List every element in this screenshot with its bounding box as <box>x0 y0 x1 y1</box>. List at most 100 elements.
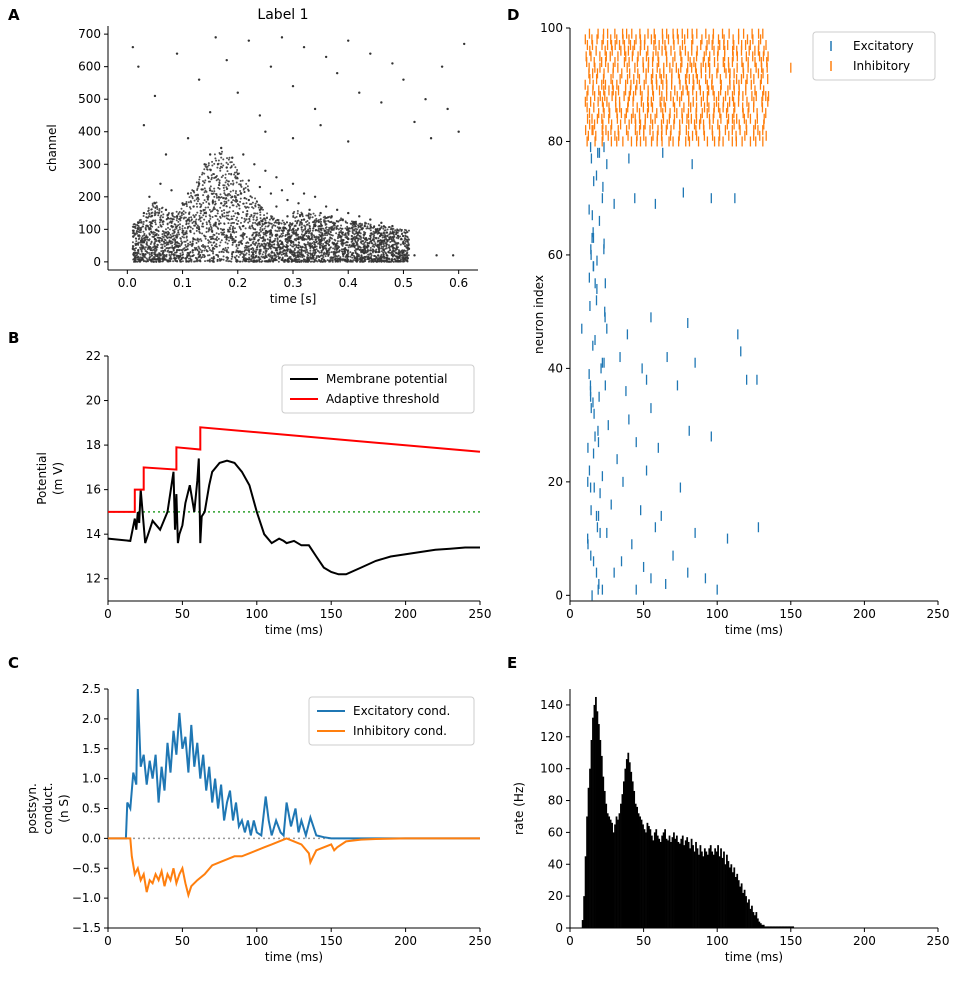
scatter-point <box>248 253 251 256</box>
scatter-point <box>298 248 301 251</box>
scatter-point <box>263 214 266 217</box>
x-tick-label-c: 100 <box>245 934 268 948</box>
scatter-point <box>235 181 238 184</box>
scatter-point <box>347 233 350 236</box>
scatter-point <box>244 253 247 256</box>
scatter-point <box>144 253 147 256</box>
scatter-point <box>264 169 267 172</box>
scatter-point <box>276 241 279 244</box>
scatter-point <box>324 244 327 247</box>
scatter-point <box>249 227 252 230</box>
scatter-point <box>352 220 355 223</box>
scatter-point <box>205 223 208 226</box>
scatter-point <box>141 235 144 238</box>
scatter-point <box>241 235 244 238</box>
scatter-point <box>395 252 398 255</box>
scatter-point <box>399 235 402 238</box>
scatter-point <box>369 234 372 237</box>
scatter-point <box>180 214 183 217</box>
scatter-point <box>230 257 233 260</box>
scatter-point <box>265 229 268 232</box>
scatter-point <box>317 227 320 230</box>
scatter-point <box>295 258 298 261</box>
scatter-point <box>359 224 362 227</box>
scatter-point <box>234 192 237 195</box>
scatter-point <box>194 260 197 263</box>
scatter-point <box>380 247 383 250</box>
scatter-point <box>312 212 315 215</box>
scatter-point <box>185 201 188 204</box>
scatter-point <box>345 248 348 251</box>
scatter-point <box>223 228 226 231</box>
scatter-point <box>269 247 272 250</box>
scatter-point <box>151 214 154 217</box>
scatter-point <box>201 256 204 259</box>
scatter-point <box>196 200 199 203</box>
scatter-point <box>194 256 197 259</box>
scatter-point <box>288 228 291 231</box>
scatter-point <box>232 199 235 202</box>
scatter-point <box>281 219 284 222</box>
scatter-point <box>145 224 148 227</box>
y-axis-label-e: rate (Hz) <box>512 782 526 835</box>
scatter-point <box>142 211 146 215</box>
scatter-point <box>257 206 260 209</box>
scatter-point <box>344 227 347 230</box>
scatter-point <box>251 196 254 199</box>
scatter-point <box>220 162 223 165</box>
scatter-point <box>358 245 361 248</box>
scatter-point <box>150 208 153 211</box>
scatter-point <box>165 247 168 250</box>
scatter-point <box>257 259 260 262</box>
scatter-point <box>239 189 242 192</box>
scatter-point <box>376 240 379 243</box>
scatter-point <box>226 170 229 173</box>
scatter-point <box>322 256 325 259</box>
scatter-point <box>180 207 183 210</box>
scatter-point <box>191 254 194 257</box>
x-tick-label-a: 0.2 <box>228 276 247 290</box>
scatter-point <box>176 248 179 251</box>
scatter-point <box>224 181 227 184</box>
scatter-point <box>382 232 385 235</box>
scatter-point <box>134 223 137 226</box>
scatter-point <box>228 239 231 242</box>
scatter-point <box>182 229 185 232</box>
scatter-point <box>367 253 370 256</box>
scatter-point <box>225 58 228 62</box>
scatter-point <box>178 242 181 245</box>
histogram-bar <box>764 926 767 928</box>
scatter-point <box>331 226 334 229</box>
scatter-point <box>200 251 203 254</box>
scatter-point <box>147 226 150 229</box>
scatter-point <box>352 254 355 257</box>
scatter-point <box>314 223 317 226</box>
scatter-point <box>211 160 214 163</box>
scatter-point <box>290 229 293 232</box>
y-tick-label-c: 2.5 <box>82 682 101 696</box>
scatter-point <box>247 241 250 244</box>
scatter-point <box>142 220 145 223</box>
histogram-bar <box>609 819 612 928</box>
scatter-point <box>390 238 393 241</box>
scatter-point <box>187 222 190 225</box>
y-axis-label-b-line1: Potential <box>35 452 49 505</box>
scatter-point <box>373 250 376 253</box>
y-tick-label-c: 0.0 <box>82 831 101 845</box>
scatter-point <box>380 241 383 244</box>
scatter-point <box>369 232 372 235</box>
scatter-point <box>179 260 182 263</box>
scatter-point <box>359 260 362 263</box>
scatter-point <box>181 227 184 230</box>
scatter-point <box>203 172 206 175</box>
scatter-point <box>228 218 231 221</box>
scatter-point <box>241 225 244 228</box>
scatter-point <box>252 240 255 243</box>
histogram-bar <box>625 759 628 928</box>
scatter-point <box>133 249 136 252</box>
scatter-point <box>374 242 377 245</box>
scatter-point <box>319 235 322 238</box>
scatter-point <box>335 259 338 262</box>
scatter-point <box>218 187 221 190</box>
scatter-point <box>305 214 308 217</box>
